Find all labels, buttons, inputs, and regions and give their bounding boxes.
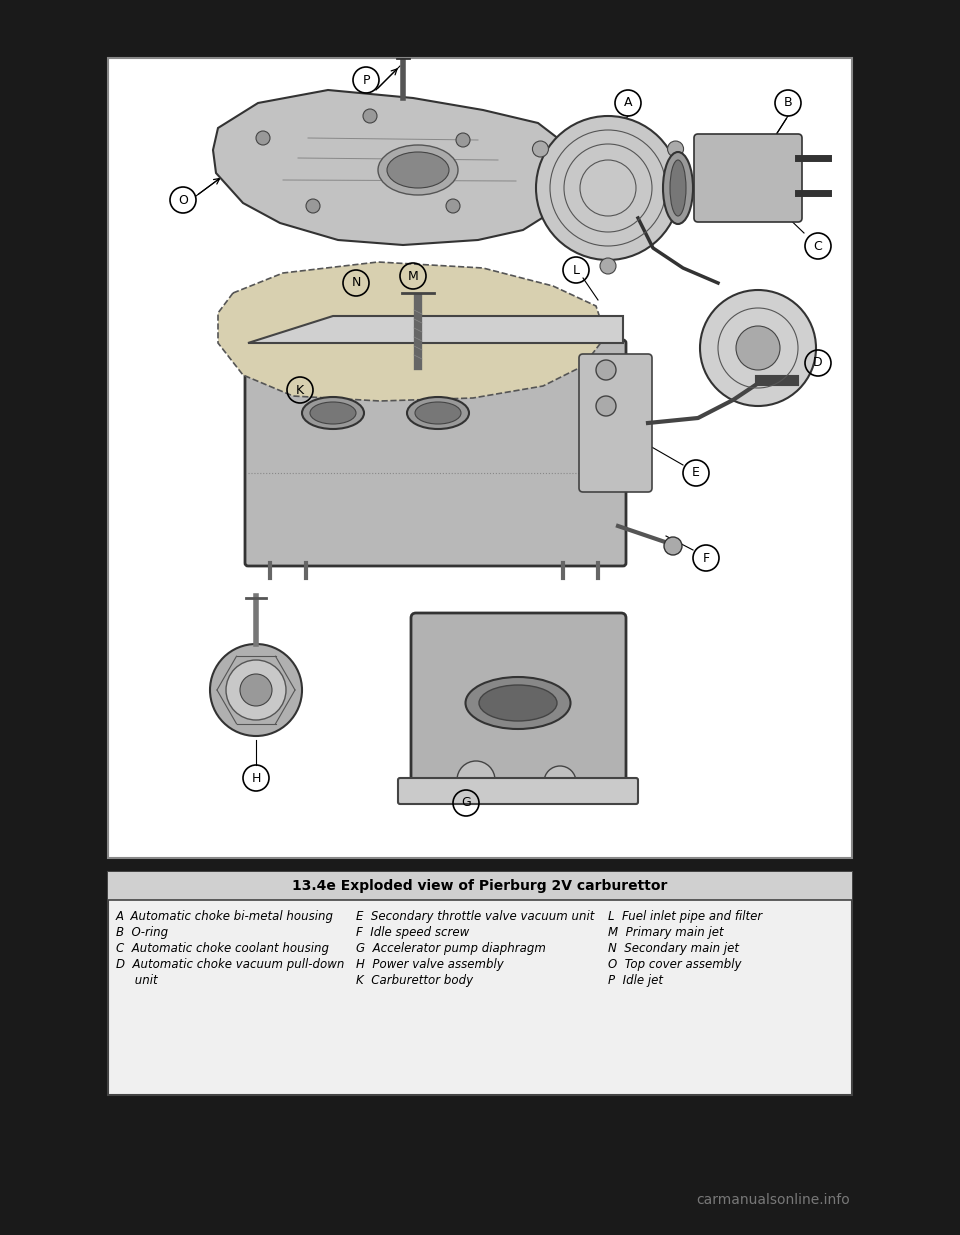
- Text: F  Idle speed screw: F Idle speed screw: [356, 926, 469, 939]
- Circle shape: [736, 326, 780, 370]
- Bar: [108, 58, 852, 858]
- FancyBboxPatch shape: [411, 613, 626, 790]
- Circle shape: [240, 674, 272, 706]
- Circle shape: [210, 643, 302, 736]
- Text: A  Automatic choke bi-metal housing: A Automatic choke bi-metal housing: [116, 910, 334, 923]
- Text: L: L: [572, 263, 580, 277]
- Circle shape: [456, 133, 470, 147]
- Text: E  Secondary throttle valve vacuum unit: E Secondary throttle valve vacuum unit: [356, 910, 594, 923]
- Text: K: K: [296, 384, 304, 396]
- Ellipse shape: [663, 152, 693, 224]
- Text: C: C: [814, 240, 823, 252]
- Text: O  Top cover assembly: O Top cover assembly: [608, 958, 741, 971]
- Circle shape: [596, 359, 616, 380]
- Text: D: D: [813, 357, 823, 369]
- Text: N  Secondary main jet: N Secondary main jet: [608, 942, 739, 955]
- Circle shape: [664, 537, 682, 555]
- Text: D  Automatic choke vacuum pull-down: D Automatic choke vacuum pull-down: [116, 958, 345, 971]
- Circle shape: [544, 766, 576, 798]
- Text: B  O-ring: B O-ring: [116, 926, 168, 939]
- Text: B: B: [783, 96, 792, 110]
- Text: unit: unit: [116, 974, 157, 987]
- Text: P: P: [362, 74, 370, 86]
- FancyBboxPatch shape: [398, 778, 638, 804]
- Circle shape: [446, 199, 460, 212]
- Text: carmanualsonline.info: carmanualsonline.info: [696, 1193, 850, 1207]
- FancyBboxPatch shape: [245, 340, 626, 566]
- FancyBboxPatch shape: [694, 135, 802, 222]
- Circle shape: [533, 141, 548, 157]
- Circle shape: [226, 659, 286, 720]
- Text: C  Automatic choke coolant housing: C Automatic choke coolant housing: [116, 942, 329, 955]
- FancyBboxPatch shape: [579, 354, 652, 492]
- Ellipse shape: [310, 403, 356, 424]
- Ellipse shape: [387, 152, 449, 188]
- Ellipse shape: [415, 403, 461, 424]
- Text: L  Fuel inlet pipe and filter: L Fuel inlet pipe and filter: [608, 910, 762, 923]
- Bar: [108, 872, 852, 1095]
- Text: G: G: [461, 797, 470, 809]
- Text: A: A: [624, 96, 633, 110]
- Polygon shape: [248, 316, 623, 343]
- Ellipse shape: [302, 396, 364, 429]
- Polygon shape: [218, 262, 606, 401]
- Ellipse shape: [407, 396, 469, 429]
- Text: P  Idle jet: P Idle jet: [608, 974, 663, 987]
- Circle shape: [596, 396, 616, 416]
- Text: K  Carburettor body: K Carburettor body: [356, 974, 473, 987]
- Circle shape: [363, 109, 377, 124]
- Ellipse shape: [670, 161, 686, 216]
- Circle shape: [600, 258, 616, 274]
- Text: N: N: [351, 277, 361, 289]
- Circle shape: [700, 290, 816, 406]
- Circle shape: [457, 761, 495, 799]
- Text: 13.4e Exploded view of Pierburg 2V carburettor: 13.4e Exploded view of Pierburg 2V carbu…: [292, 879, 668, 893]
- Text: M: M: [408, 269, 419, 283]
- Text: O: O: [178, 194, 188, 206]
- Circle shape: [256, 131, 270, 144]
- Text: E: E: [692, 467, 700, 479]
- Text: H  Power valve assembly: H Power valve assembly: [356, 958, 504, 971]
- Text: F: F: [703, 552, 709, 564]
- Text: G  Accelerator pump diaphragm: G Accelerator pump diaphragm: [356, 942, 546, 955]
- Text: H: H: [252, 772, 261, 784]
- Polygon shape: [213, 90, 580, 245]
- Bar: [108, 872, 852, 900]
- Circle shape: [536, 116, 680, 261]
- Ellipse shape: [479, 685, 557, 721]
- Ellipse shape: [378, 144, 458, 195]
- Circle shape: [306, 199, 320, 212]
- Text: M  Primary main jet: M Primary main jet: [608, 926, 724, 939]
- Circle shape: [667, 141, 684, 157]
- Ellipse shape: [466, 677, 570, 729]
